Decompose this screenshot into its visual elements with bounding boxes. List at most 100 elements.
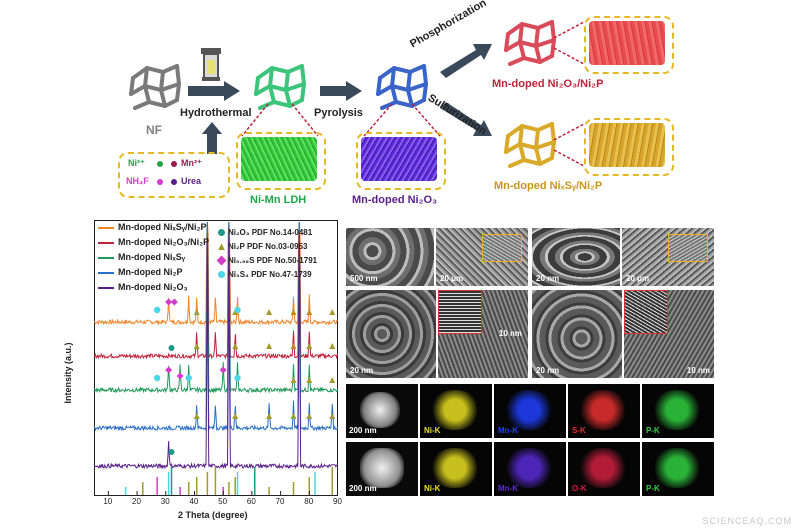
phosphide-texture-box xyxy=(584,16,674,74)
legend-swatch xyxy=(98,256,114,259)
ldh-texture xyxy=(241,137,317,181)
haadf-i: 200 nm xyxy=(346,384,418,438)
phosphide-label: Mn-doped Ni₂O₃/Ni₂P xyxy=(492,78,604,90)
reference-label: Ni₃S₄ PDF No.47-1739 xyxy=(228,270,312,279)
autoclave-icon xyxy=(201,48,221,81)
eds-signal xyxy=(432,448,478,488)
eds-signal xyxy=(654,390,700,430)
eds-map-label: Mn-K xyxy=(498,484,518,493)
club-icon xyxy=(218,229,225,237)
eds-map-label: P-K xyxy=(646,484,660,493)
eds-map-label: O-K xyxy=(572,484,587,493)
ni2o3-framework-icon xyxy=(376,64,429,110)
fft-inset-h xyxy=(624,290,668,334)
scale-c: 20 nm xyxy=(536,274,560,283)
scale-f: 10 nm xyxy=(498,329,522,338)
ni3s4-peak-marker xyxy=(185,374,192,382)
sem-a: 500 nm xyxy=(346,228,434,286)
inset-b xyxy=(482,234,522,262)
x-tick-label: 70 xyxy=(275,497,285,506)
eds-signal xyxy=(654,448,700,488)
hrtem-f: 10 nm xyxy=(438,290,528,378)
eds-map-label: Ni-K xyxy=(424,426,441,435)
nf-framework-icon xyxy=(129,64,182,110)
ni096s-peak-marker xyxy=(219,366,227,374)
ni2p-peak-marker xyxy=(193,343,200,349)
nh4f-dot-icon xyxy=(157,179,163,185)
haadf-j: 200 nm xyxy=(346,442,418,496)
heart-icon xyxy=(218,271,225,279)
xrd-series-line-4 xyxy=(94,221,338,432)
reference-label: Ni₂O₃ PDF No.14-0481 xyxy=(228,228,313,237)
legend-swatch xyxy=(98,271,114,274)
synthesis-schematic: NF Hydrothermal Ni²⁺ Mn²⁺ NH₄F Urea Ni-M… xyxy=(0,0,800,215)
xrd-series-line-1 xyxy=(94,221,338,326)
ni096s-peak-marker xyxy=(165,298,173,306)
reference-item: Ni₂P PDF No.03-0953 xyxy=(218,242,307,251)
eds-signal xyxy=(580,390,626,430)
ni2p-peak-marker xyxy=(290,309,297,315)
ni096s-peak-marker xyxy=(170,298,178,306)
ni096s-peak-marker xyxy=(176,372,184,380)
triangle-icon xyxy=(218,243,225,251)
phosphide-framework-icon xyxy=(504,20,557,66)
x-tick-label: 40 xyxy=(189,497,199,506)
ni2p-peak-marker xyxy=(329,413,336,419)
scale-g: 20 nm xyxy=(536,366,560,375)
legend-item: Mn-doped Ni₂P xyxy=(98,267,183,277)
haadf-j-particle xyxy=(360,448,404,488)
legend-item: Mn-doped NiₓSᵧ xyxy=(98,252,185,262)
x-tick-label: 10 xyxy=(103,497,113,506)
pyrolysis-label: Pyrolysis xyxy=(314,107,363,119)
sem-b: 20 μm xyxy=(436,228,528,286)
sulfide-texture xyxy=(589,123,665,167)
legend-swatch xyxy=(98,226,114,229)
plot-frame xyxy=(94,220,338,496)
eds-map-mnk: Mn-K xyxy=(494,384,566,438)
phosphorization-arrow xyxy=(440,44,492,78)
ni2p-peak-marker xyxy=(232,413,239,419)
ni2o3-peak-marker xyxy=(168,449,175,455)
scale-b: 20 μm xyxy=(440,274,464,283)
watermark: SCIENCEAQ.COM xyxy=(702,516,792,526)
precursor-ni: Ni²⁺ xyxy=(128,158,145,168)
legend-item: Mn-doped Ni₂O₃ xyxy=(98,282,188,292)
ldh-label: Ni-Mn LDH xyxy=(250,194,307,206)
ni2p-peak-marker xyxy=(232,343,239,349)
ni2p-peak-marker xyxy=(329,309,336,315)
x-tick-labels: 10 20 30 40 50 60 70 80 90 xyxy=(94,497,342,509)
legend-item: Mn-doped Ni₂O₃/Ni₂P xyxy=(98,237,209,247)
phosphide-zoom-lines xyxy=(553,21,585,65)
x-tick-label: 80 xyxy=(304,497,314,506)
nf-label: NF xyxy=(146,123,162,137)
ni2o3-zoom-lines xyxy=(363,103,441,137)
eds-map-row-1: Ni-K Mn-K S-K P-K xyxy=(420,384,714,438)
fft-inset-f xyxy=(438,290,482,334)
legend-label: Mn-doped NiₓSᵧ/Ni₂P xyxy=(118,222,207,232)
x-tick-label: 20 xyxy=(132,497,141,506)
legend-label: Mn-doped NiₓSᵧ xyxy=(118,252,186,262)
phosphide-texture xyxy=(589,21,665,65)
ni2p-peak-marker xyxy=(290,377,297,383)
ldh-zoom-lines xyxy=(241,103,319,137)
inset-d xyxy=(668,234,708,262)
eds-map-label: P-K xyxy=(646,426,660,435)
sulfide-label: Mn-doped NiₓSᵧ/Ni₂P xyxy=(494,180,603,192)
ni2p-peak-marker xyxy=(329,377,336,383)
haadf-i-particle xyxy=(360,392,400,428)
precursor-nh4f: NH₄F xyxy=(126,176,149,186)
ni2p-peak-marker xyxy=(306,343,313,349)
eds-map-nik: Ni-K xyxy=(420,442,492,496)
micrograph-panel: 500 nm 20 μm 20 nm 20 μm 20 nm 10 nm 20 … xyxy=(346,228,714,498)
ni2p-peak-marker xyxy=(290,413,297,419)
urea-dot-icon xyxy=(171,179,177,185)
hrtem-h: 10 nm xyxy=(624,290,714,378)
scale-i: 200 nm xyxy=(349,426,377,435)
legend-item: Mn-doped NiₓSᵧ/Ni₂P xyxy=(98,222,207,232)
eds-map-nik: Ni-K xyxy=(420,384,492,438)
ni2p-peak-marker xyxy=(193,413,200,419)
y-axis-label: Intensity (a.u.) xyxy=(63,342,73,404)
pyrolysis-arrow xyxy=(320,81,362,101)
precursor-up-arrow xyxy=(202,122,222,154)
eds-map-row-2: Ni-K Mn-K O-K P-K xyxy=(420,442,714,496)
